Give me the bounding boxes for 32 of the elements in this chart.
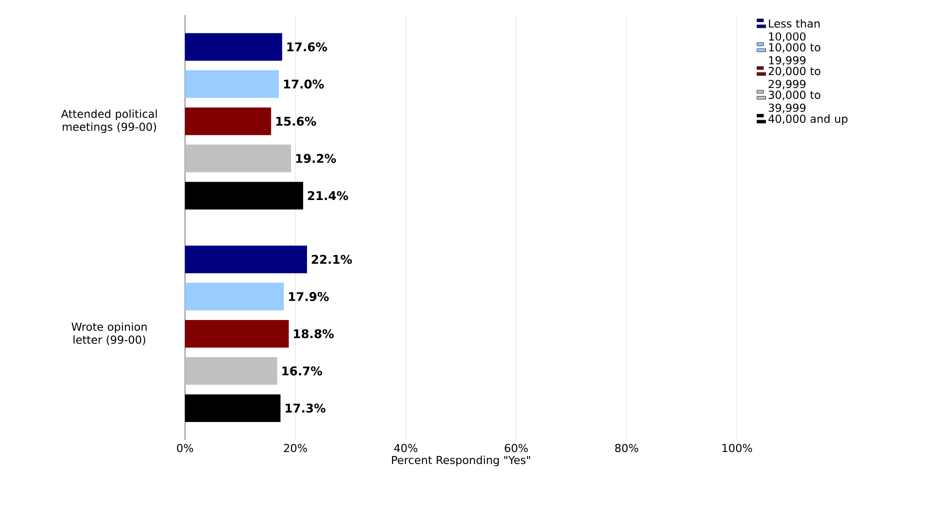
x-tick-label: 40% (394, 444, 418, 452)
x-axis-title: Percent Responding "Yes" (392, 456, 530, 466)
x-tick-label: 80% (615, 444, 638, 452)
data-label: 16.7% (282, 366, 322, 376)
data-label: 17.6% (287, 42, 328, 52)
legend-label: 30,000 to 39,999 (768, 90, 820, 114)
bar (185, 70, 279, 98)
x-tick-label: 0% (177, 444, 194, 452)
bar (185, 357, 278, 385)
legend-label: 40,000 and up (768, 114, 848, 126)
data-label: 15.6% (276, 116, 316, 126)
bar (185, 33, 282, 61)
x-tick-label: 100% (722, 444, 752, 452)
y-tick-label: Wrote opinion letter (99-00) (72, 322, 147, 346)
legend-label: 20,000 to 29,999 (768, 66, 820, 90)
data-label: 17.9% (289, 292, 329, 302)
y-tick-label: Attended political meetings (99-00) (61, 109, 157, 134)
data-label: 17.3% (286, 404, 326, 413)
bar (185, 282, 284, 310)
data-label: 19.2% (296, 154, 336, 163)
data-label: 21.4% (308, 191, 348, 200)
bar (185, 144, 291, 172)
data-label: 18.8% (294, 329, 334, 338)
legend-label: 10,000 to 19,999 (769, 43, 820, 66)
bar (185, 246, 307, 274)
bar (185, 320, 289, 348)
x-tick-label: 60% (504, 444, 528, 452)
data-label: 22.1% (312, 254, 352, 264)
x-tick-label: 20% (284, 444, 307, 452)
data-label: 17.0% (284, 80, 324, 89)
bar (185, 107, 272, 136)
legend-label: Less than 10,000 (768, 19, 820, 42)
